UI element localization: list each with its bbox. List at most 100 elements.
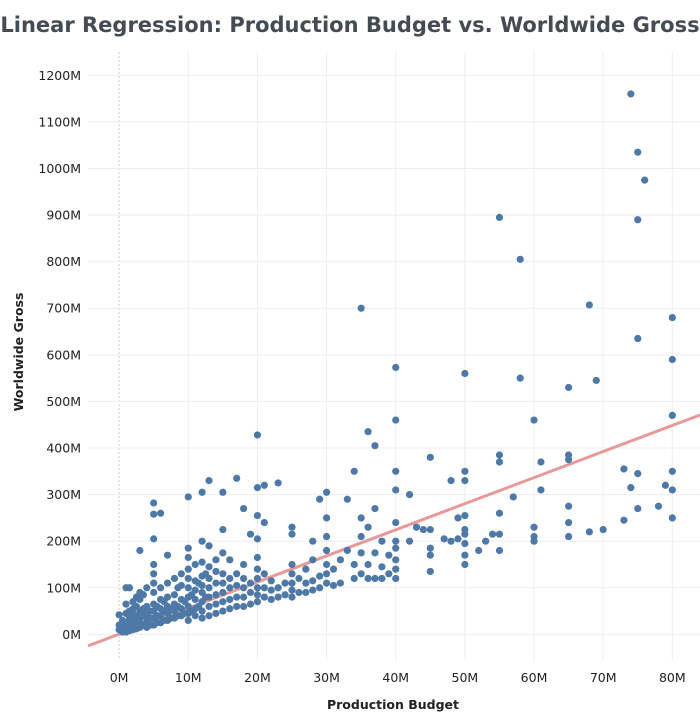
data-point — [253, 574, 262, 583]
data-point — [322, 546, 331, 555]
data-point — [239, 584, 248, 592]
data-point — [364, 574, 372, 583]
data-point — [212, 579, 220, 587]
y-tick-label: 700M — [46, 301, 81, 316]
data-point — [309, 586, 317, 594]
data-point — [288, 530, 296, 538]
data-point — [205, 612, 213, 620]
data-point — [592, 376, 600, 385]
data-point — [371, 574, 379, 583]
data-point — [219, 570, 227, 578]
y-tick-label: 800M — [46, 254, 81, 269]
data-point — [226, 605, 234, 613]
data-point — [461, 369, 469, 378]
data-point — [246, 579, 255, 587]
data-point — [316, 584, 324, 592]
data-point — [336, 579, 345, 587]
data-point — [288, 579, 296, 587]
data-point — [253, 591, 262, 599]
data-point — [392, 416, 400, 424]
data-point — [392, 518, 400, 527]
data-point — [219, 598, 227, 606]
data-point — [392, 574, 400, 583]
data-point — [634, 216, 642, 224]
data-point — [219, 488, 227, 496]
data-point — [205, 563, 213, 571]
data-point — [136, 546, 144, 555]
y-tick-label: 200M — [46, 534, 81, 549]
data-point — [163, 551, 172, 559]
data-point — [198, 558, 206, 566]
data-point — [668, 313, 676, 322]
data-point — [184, 493, 192, 501]
data-point — [288, 570, 296, 578]
data-point — [253, 598, 262, 606]
data-point — [184, 553, 192, 562]
data-point — [191, 595, 199, 604]
data-point — [509, 493, 517, 501]
y-tick-label: 600M — [46, 347, 81, 362]
x-tick-label: 0M — [110, 670, 129, 685]
data-point — [668, 514, 676, 522]
data-point — [150, 510, 158, 518]
data-point — [177, 581, 185, 590]
data-point — [288, 560, 296, 569]
data-point — [599, 525, 607, 534]
data-point — [627, 484, 635, 492]
data-point — [198, 607, 206, 615]
data-point — [364, 560, 372, 569]
x-tick-label: 80M — [659, 670, 686, 685]
data-point — [357, 570, 365, 578]
y-axis-title: Worldwide Gross — [11, 293, 26, 412]
data-point — [288, 586, 296, 594]
data-point — [191, 586, 199, 594]
data-point — [426, 525, 434, 534]
data-point — [378, 563, 386, 571]
data-point — [260, 584, 268, 592]
data-point — [191, 560, 199, 569]
data-point — [661, 481, 670, 489]
data-point — [260, 570, 268, 578]
data-point — [495, 458, 504, 466]
data-point — [419, 525, 427, 534]
data-point — [143, 584, 151, 592]
data-point — [212, 567, 220, 576]
data-point — [219, 588, 227, 597]
data-point — [516, 255, 524, 263]
data-point — [267, 577, 275, 585]
data-point — [246, 600, 255, 608]
data-point — [212, 609, 220, 618]
data-point — [392, 565, 400, 573]
data-point — [219, 525, 227, 534]
data-point — [461, 467, 469, 475]
data-point — [350, 574, 358, 583]
data-point — [378, 537, 386, 545]
x-tick-label: 10M — [175, 670, 202, 685]
data-point — [170, 591, 179, 599]
data-point — [184, 544, 192, 552]
data-point — [447, 477, 455, 485]
data-point — [219, 549, 227, 557]
data-point — [405, 491, 414, 499]
data-point — [233, 474, 241, 482]
data-point — [461, 551, 469, 559]
data-point — [233, 593, 241, 601]
data-point — [585, 301, 593, 309]
data-point — [150, 579, 158, 587]
data-point — [253, 431, 262, 439]
data-point — [322, 560, 331, 569]
data-point — [392, 486, 400, 494]
data-point — [371, 549, 379, 557]
data-point — [302, 588, 310, 597]
data-point — [385, 570, 393, 578]
data-point — [219, 579, 227, 587]
data-point — [371, 504, 379, 513]
data-point — [565, 518, 573, 527]
data-point — [246, 588, 255, 597]
data-point — [274, 479, 282, 487]
data-point — [482, 537, 490, 545]
data-point — [488, 530, 497, 538]
data-point — [426, 544, 434, 552]
